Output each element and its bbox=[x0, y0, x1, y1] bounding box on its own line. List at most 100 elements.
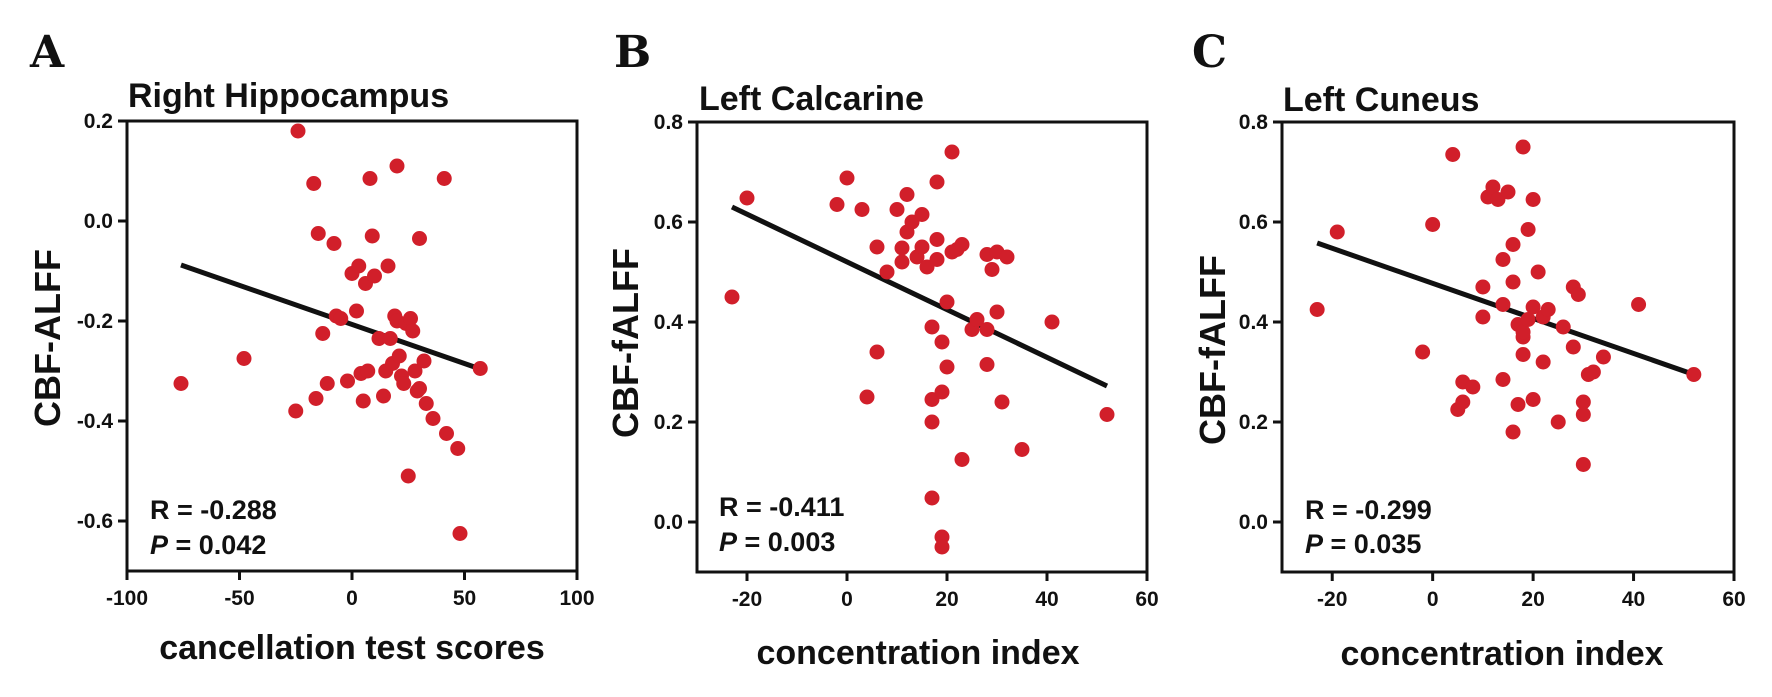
data-point bbox=[924, 490, 940, 506]
data-point bbox=[376, 388, 391, 404]
scatter-points bbox=[173, 123, 488, 541]
x-tick-label: 40 bbox=[1622, 588, 1645, 611]
panel-a: A Right Hippocampus CBF-ALFF cancellatio… bbox=[27, 27, 595, 667]
y-tick-label: 0.4 bbox=[654, 311, 684, 334]
data-point bbox=[954, 237, 970, 252]
data-point bbox=[1475, 309, 1491, 325]
data-point bbox=[969, 312, 985, 327]
r-value: R = -0.299 bbox=[1305, 495, 1432, 525]
y-tick-label: 0.4 bbox=[1239, 311, 1269, 334]
y-tick-label: 0.0 bbox=[84, 210, 113, 233]
data-point bbox=[333, 311, 349, 326]
data-point bbox=[1425, 217, 1441, 232]
data-point bbox=[1515, 347, 1531, 362]
data-point bbox=[924, 319, 940, 335]
x-axis-label: cancellation test scores bbox=[159, 629, 545, 667]
y-tick-label: 0.2 bbox=[84, 110, 113, 133]
data-point bbox=[1014, 442, 1030, 457]
data-point bbox=[439, 426, 454, 441]
regression-line bbox=[730, 204, 1109, 389]
x-tick-label: 40 bbox=[1035, 588, 1058, 611]
y-tick-label: 0.6 bbox=[1239, 211, 1268, 234]
data-point bbox=[452, 526, 468, 541]
data-point bbox=[1465, 379, 1481, 395]
y-tick-label: 0.2 bbox=[654, 411, 683, 434]
x-axis-label: concentration index bbox=[756, 634, 1079, 672]
data-point bbox=[854, 202, 870, 217]
y-axis-label: CBF-fALFF bbox=[1192, 255, 1233, 445]
data-point bbox=[306, 176, 322, 191]
data-point bbox=[382, 331, 398, 346]
p-value-number: = 0.042 bbox=[168, 530, 266, 560]
p-value: P = 0.042 bbox=[150, 530, 266, 560]
y-tick-label: -0.6 bbox=[77, 510, 113, 533]
data-point bbox=[367, 268, 382, 284]
r-value: R = -0.411 bbox=[719, 492, 844, 522]
data-point bbox=[899, 187, 915, 202]
data-point bbox=[472, 361, 488, 376]
data-point bbox=[349, 303, 364, 319]
data-point bbox=[939, 294, 955, 310]
x-tick-label: 20 bbox=[1521, 588, 1544, 611]
data-point bbox=[869, 344, 885, 360]
data-point bbox=[879, 264, 895, 280]
p-value-number: = 0.003 bbox=[737, 527, 835, 557]
axis-ticks: -20 0 20 40 60 0.0 0.2 0.4 0.6 0.8 bbox=[1239, 111, 1746, 611]
data-point bbox=[362, 171, 378, 186]
panel-b: B Left Calcarine CBF-fALFF concentration… bbox=[605, 27, 1159, 672]
panel-c: C Left Cuneus CBF-fALFF concentration in… bbox=[1192, 27, 1746, 673]
data-point bbox=[1445, 147, 1461, 162]
data-point bbox=[1520, 312, 1536, 327]
data-point bbox=[319, 376, 335, 391]
data-point bbox=[979, 357, 995, 372]
data-point bbox=[1044, 314, 1060, 330]
data-point bbox=[1540, 302, 1556, 317]
data-point bbox=[839, 170, 855, 186]
x-tick-label: -20 bbox=[732, 588, 762, 611]
data-point bbox=[894, 254, 910, 270]
data-point bbox=[979, 322, 995, 337]
p-value-number: = 0.035 bbox=[1323, 529, 1421, 559]
data-point bbox=[939, 359, 955, 375]
data-point bbox=[403, 311, 418, 326]
data-point bbox=[436, 171, 452, 186]
data-point bbox=[914, 239, 930, 255]
y-axis-label: CBF-fALFF bbox=[605, 248, 646, 438]
y-tick-label: -0.4 bbox=[77, 410, 114, 433]
data-point bbox=[989, 304, 1005, 320]
axis-ticks: -100 -50 0 50 100 -0.6 -0.4 -0.2 0.0 0.2 bbox=[77, 110, 595, 610]
data-point bbox=[1505, 237, 1521, 252]
data-point bbox=[929, 232, 945, 247]
data-point bbox=[1505, 274, 1521, 290]
data-point bbox=[290, 123, 306, 139]
p-letter: P bbox=[719, 527, 738, 557]
data-point bbox=[1495, 297, 1511, 312]
y-tick-label: 0.8 bbox=[654, 111, 684, 134]
plot-frame bbox=[1280, 120, 1736, 574]
data-point bbox=[1415, 344, 1431, 360]
y-tick-label: 0.8 bbox=[1239, 111, 1269, 134]
chart-title: Right Hippocampus bbox=[128, 77, 449, 115]
data-point bbox=[360, 363, 376, 379]
data-point bbox=[829, 197, 845, 212]
data-point bbox=[1510, 397, 1526, 412]
data-point bbox=[412, 381, 427, 396]
x-tick-label: 60 bbox=[1722, 588, 1745, 611]
data-point bbox=[1525, 192, 1541, 207]
data-point bbox=[351, 258, 367, 274]
data-point bbox=[310, 226, 326, 241]
x-tick-label: -100 bbox=[106, 587, 148, 610]
p-value: P = 0.003 bbox=[719, 527, 835, 557]
panel-letter: A bbox=[29, 27, 65, 78]
y-tick-label: 0.2 bbox=[1239, 411, 1268, 434]
data-point bbox=[380, 258, 396, 274]
data-point bbox=[1686, 367, 1702, 382]
data-point bbox=[391, 348, 407, 364]
data-point bbox=[929, 252, 945, 267]
scatter-points bbox=[724, 144, 1115, 555]
chart-title: Left Cuneus bbox=[1283, 81, 1479, 119]
data-point bbox=[934, 334, 950, 350]
data-point bbox=[396, 376, 412, 391]
data-point bbox=[1495, 252, 1511, 267]
